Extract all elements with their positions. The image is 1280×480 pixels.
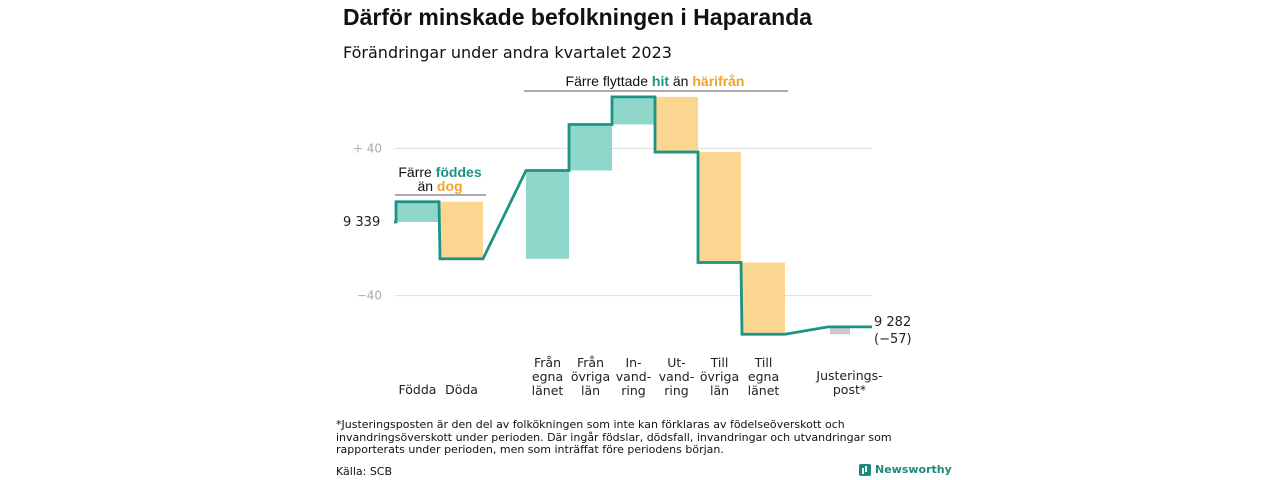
annotation-births-line1: Färre föddes — [398, 164, 481, 180]
waterfall-bar — [698, 152, 741, 263]
chart-subtitle: Förändringar under andra kvartalet 2023 — [343, 43, 672, 62]
category-label: In- — [625, 355, 641, 370]
brand-logo: Newsworthy — [859, 463, 952, 476]
source: Källa: SCB — [336, 465, 393, 478]
waterfall-bar — [526, 170, 569, 259]
start-value-label: 9 339 — [343, 215, 380, 230]
annotation-births-line2: än dog — [417, 178, 462, 194]
category-label: Ut- — [667, 355, 686, 370]
brand-name: Newsworthy — [875, 463, 952, 476]
waterfall-bar — [655, 96, 698, 153]
y-tick-label: + 40 — [353, 141, 382, 155]
footnote: *Justeringsposten är den del av folkökni… — [336, 418, 892, 456]
annotation-migration: Färre flyttade hit än härifrån — [566, 73, 745, 89]
category-label: post* — [833, 382, 866, 397]
category-label: ring — [664, 383, 688, 398]
category-label: län — [710, 383, 729, 398]
category-label: vand- — [659, 369, 694, 384]
waterfall-bar — [830, 326, 850, 335]
category-label: Till — [710, 355, 729, 370]
category-label: övriga — [571, 369, 610, 384]
waterfall-bar — [742, 262, 785, 335]
category-label: egna — [532, 369, 563, 384]
category-label: vand- — [616, 369, 651, 384]
waterfall-bar — [569, 124, 612, 171]
chart-logo-icon — [859, 463, 871, 476]
category-label: länet — [748, 383, 780, 398]
category-label: Från — [577, 355, 604, 370]
end-value-label: 9 282 — [874, 315, 911, 330]
waterfall-bar — [612, 96, 655, 125]
category-label: län — [581, 383, 600, 398]
category-label: övriga — [700, 369, 739, 384]
category-label: Från — [534, 355, 561, 370]
chart-title: Därför minskade befolkningen i Haparanda — [343, 4, 813, 30]
category-label: Till — [754, 355, 773, 370]
waterfall-bar — [440, 201, 483, 259]
category-label: Döda — [445, 382, 478, 397]
category-label: länet — [532, 383, 564, 398]
category-label: Justerings- — [815, 368, 882, 383]
waterfall-bar — [396, 201, 439, 222]
y-tick-label: −40 — [357, 289, 382, 303]
category-label: ring — [621, 383, 645, 398]
category-label: Födda — [399, 382, 437, 397]
end-change-label: (−57) — [874, 332, 912, 347]
step-line — [394, 95, 872, 336]
category-label: egna — [748, 369, 779, 384]
